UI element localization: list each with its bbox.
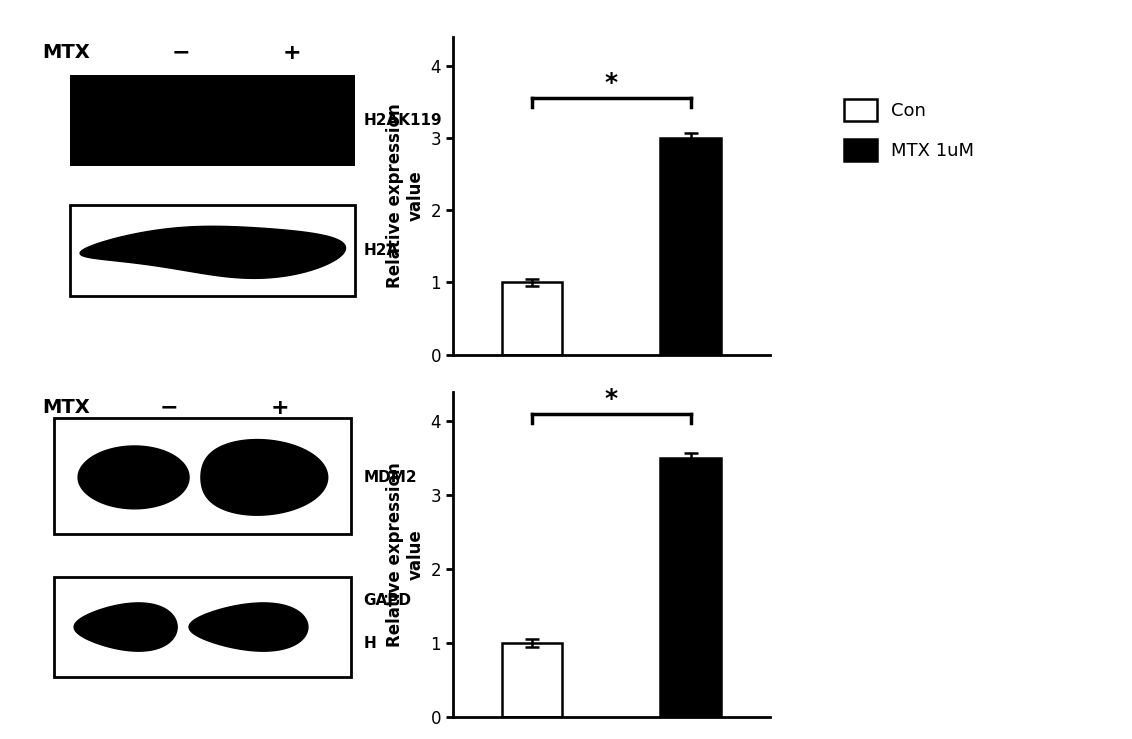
Text: GAPD: GAPD [363,593,411,608]
Bar [501,643,563,717]
Text: +: + [271,398,290,418]
Text: H: H [363,636,376,651]
Text: H2AK119: H2AK119 [363,113,441,128]
Polygon shape [75,603,177,651]
Legend: Con, MTX 1uM: Con, MTX 1uM [839,94,979,166]
Y-axis label: Relative expression
value: Relative expression value [386,103,424,288]
Text: MTX: MTX [43,398,91,417]
Bar [501,282,563,355]
Text: *: * [604,72,618,95]
Bar [54,418,352,534]
Polygon shape [201,440,328,515]
Polygon shape [80,226,345,279]
Bar [70,205,355,296]
Bar [660,458,721,717]
Text: −: − [172,43,190,63]
Text: MTX: MTX [43,43,91,61]
Bar [70,75,355,166]
Polygon shape [189,603,308,651]
Polygon shape [78,446,189,509]
Y-axis label: Relative expression
value: Relative expression value [386,462,424,647]
Bar [54,577,352,677]
Text: −: − [160,398,179,418]
Text: *: * [604,387,618,411]
Text: H2A: H2A [363,243,398,258]
Text: MDM2: MDM2 [363,470,417,485]
Bar [660,138,721,355]
Text: +: + [283,43,301,63]
